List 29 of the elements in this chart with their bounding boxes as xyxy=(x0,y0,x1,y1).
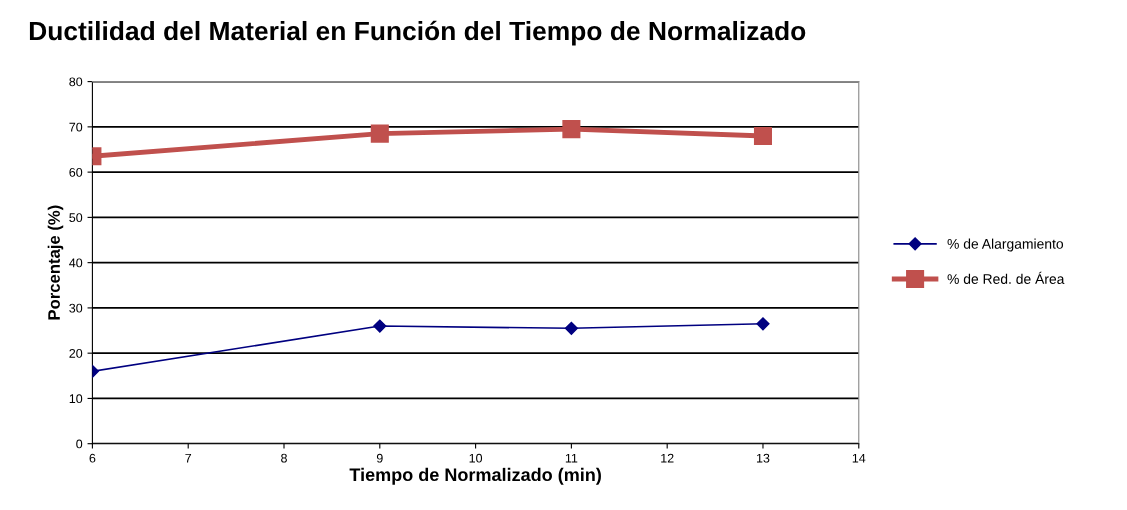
x-tick-label: 6 xyxy=(89,453,96,463)
y-tick-label: 20 xyxy=(69,348,83,358)
y-tick-label: 50 xyxy=(69,213,83,223)
y-tick-label: 30 xyxy=(69,303,83,313)
y-tick-label: 10 xyxy=(69,394,83,404)
x-axis-title: Tiempo de Normalizado (min) xyxy=(349,467,601,485)
x-tick-label: 9 xyxy=(376,453,383,463)
x-tick-label: 11 xyxy=(565,453,578,463)
y-tick-label: 70 xyxy=(69,122,83,132)
y-tick-label: 0 xyxy=(76,439,83,449)
x-tick-label: 13 xyxy=(756,453,770,463)
y-tick-label: 60 xyxy=(69,167,83,177)
chart-title: Ductilidad del Material en Función del Tiempo de Normalizado xyxy=(29,20,806,46)
x-tick-label: 7 xyxy=(185,453,192,463)
y-tick-label: 40 xyxy=(69,258,83,268)
legend-label: % de Red. de Área xyxy=(947,271,1065,284)
point xyxy=(564,321,578,335)
x-tick-label: 10 xyxy=(469,453,483,463)
x-tick-label: 8 xyxy=(281,453,287,463)
point xyxy=(562,120,581,139)
point xyxy=(753,126,773,145)
y-tick-label: 80 xyxy=(69,77,83,87)
x-tick-label: 12 xyxy=(661,453,674,463)
point xyxy=(370,124,389,143)
x-tick-label: 14 xyxy=(852,453,866,463)
point xyxy=(756,317,770,331)
legend-label: % de Alargamiento xyxy=(947,238,1064,252)
point xyxy=(373,319,387,333)
y-axis-title: Porcentaje (%) xyxy=(47,205,64,320)
